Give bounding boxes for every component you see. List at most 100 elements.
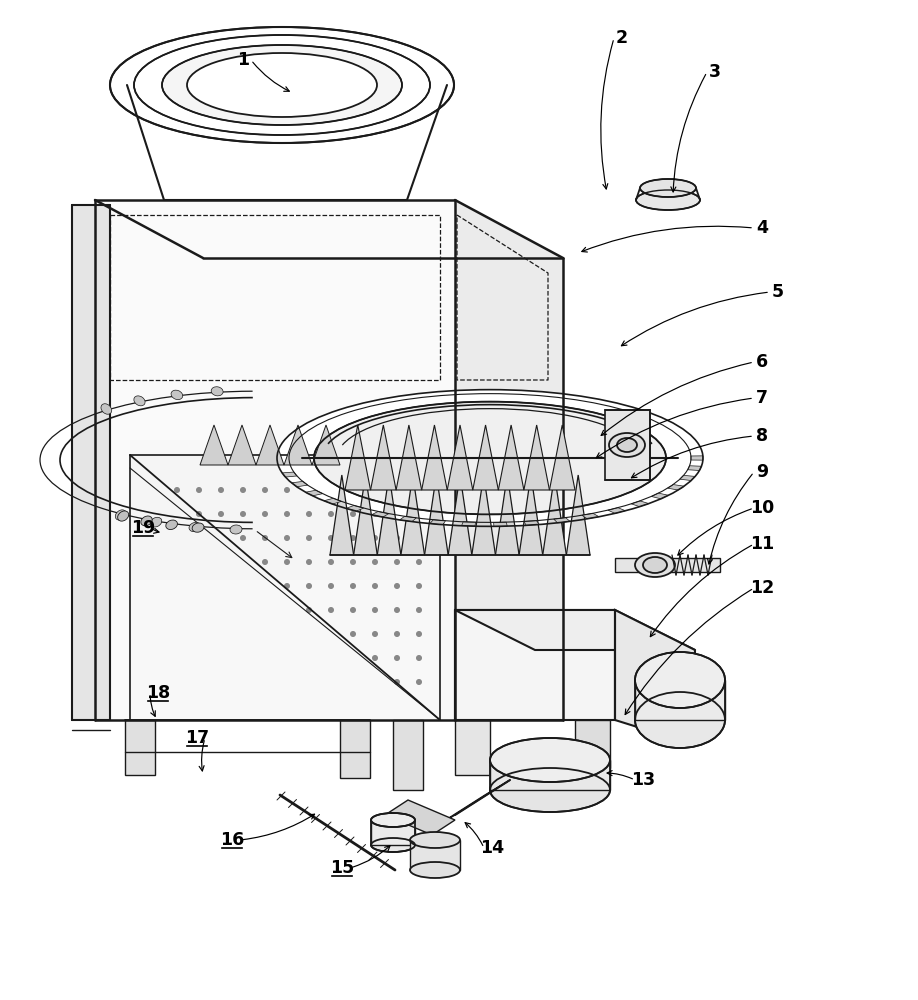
Polygon shape	[498, 425, 524, 490]
Polygon shape	[324, 498, 341, 504]
Circle shape	[417, 536, 421, 540]
Circle shape	[218, 488, 223, 492]
Polygon shape	[399, 516, 417, 522]
Ellipse shape	[490, 738, 610, 782]
Polygon shape	[430, 520, 445, 525]
Circle shape	[329, 536, 333, 540]
Ellipse shape	[490, 768, 610, 812]
Polygon shape	[345, 425, 371, 490]
Polygon shape	[256, 425, 284, 465]
Polygon shape	[346, 505, 364, 511]
Circle shape	[285, 488, 289, 492]
Text: 14: 14	[480, 839, 504, 857]
Polygon shape	[455, 610, 615, 720]
Ellipse shape	[371, 838, 415, 852]
Ellipse shape	[101, 404, 112, 414]
Circle shape	[307, 560, 311, 564]
Circle shape	[351, 584, 355, 588]
Polygon shape	[494, 522, 508, 526]
Circle shape	[329, 488, 333, 492]
Ellipse shape	[276, 390, 704, 526]
Ellipse shape	[187, 53, 377, 117]
Polygon shape	[554, 518, 570, 523]
Polygon shape	[566, 475, 590, 555]
Ellipse shape	[314, 402, 666, 514]
Circle shape	[395, 584, 399, 588]
Polygon shape	[455, 610, 695, 650]
Polygon shape	[447, 425, 473, 490]
Polygon shape	[125, 720, 155, 775]
Polygon shape	[667, 485, 684, 490]
Text: 17: 17	[185, 729, 209, 747]
Circle shape	[395, 512, 399, 516]
Ellipse shape	[609, 433, 645, 457]
Polygon shape	[372, 511, 389, 517]
Circle shape	[285, 560, 289, 564]
Circle shape	[218, 512, 223, 516]
Polygon shape	[393, 720, 423, 790]
Polygon shape	[680, 475, 695, 481]
Polygon shape	[691, 456, 703, 460]
Polygon shape	[635, 680, 725, 720]
Polygon shape	[127, 85, 447, 200]
Text: 18: 18	[146, 684, 170, 702]
Ellipse shape	[134, 396, 145, 406]
Text: 4: 4	[756, 219, 768, 237]
Circle shape	[241, 512, 245, 516]
Text: 10: 10	[750, 499, 774, 517]
Circle shape	[174, 488, 179, 492]
Text: 7: 7	[756, 389, 768, 407]
Polygon shape	[651, 493, 668, 499]
Polygon shape	[455, 200, 563, 720]
Circle shape	[417, 680, 421, 684]
Circle shape	[307, 608, 311, 612]
Circle shape	[263, 560, 267, 564]
Polygon shape	[688, 466, 701, 470]
Polygon shape	[582, 513, 599, 519]
Ellipse shape	[116, 510, 127, 520]
Polygon shape	[472, 475, 496, 555]
Circle shape	[373, 608, 377, 612]
Circle shape	[263, 488, 267, 492]
Text: 12: 12	[750, 579, 774, 597]
Text: 11: 11	[750, 535, 774, 553]
Polygon shape	[632, 501, 649, 507]
Circle shape	[351, 560, 355, 564]
Ellipse shape	[230, 525, 242, 534]
Polygon shape	[524, 425, 550, 490]
Circle shape	[417, 584, 421, 588]
Polygon shape	[330, 475, 353, 555]
Circle shape	[196, 512, 201, 516]
Circle shape	[351, 488, 355, 492]
Polygon shape	[95, 200, 455, 720]
Polygon shape	[284, 425, 312, 465]
Text: 5: 5	[772, 283, 784, 301]
Circle shape	[285, 512, 289, 516]
Polygon shape	[424, 475, 448, 555]
Polygon shape	[615, 558, 720, 572]
Polygon shape	[396, 425, 421, 490]
Circle shape	[395, 680, 399, 684]
Circle shape	[373, 584, 377, 588]
Text: 2: 2	[616, 29, 628, 47]
Ellipse shape	[635, 553, 675, 577]
Text: 13: 13	[631, 771, 655, 789]
Circle shape	[307, 536, 311, 540]
Circle shape	[307, 512, 311, 516]
Polygon shape	[401, 475, 424, 555]
Circle shape	[351, 512, 355, 516]
Text: 19: 19	[131, 519, 155, 537]
Polygon shape	[377, 475, 401, 555]
Circle shape	[395, 656, 399, 660]
Ellipse shape	[636, 190, 700, 210]
Circle shape	[285, 584, 289, 588]
Polygon shape	[605, 410, 650, 480]
Polygon shape	[292, 481, 308, 487]
Polygon shape	[430, 780, 510, 830]
Ellipse shape	[192, 523, 204, 532]
Circle shape	[395, 608, 399, 612]
Circle shape	[285, 536, 289, 540]
Circle shape	[395, 488, 399, 492]
Polygon shape	[385, 800, 455, 835]
Polygon shape	[371, 425, 396, 490]
